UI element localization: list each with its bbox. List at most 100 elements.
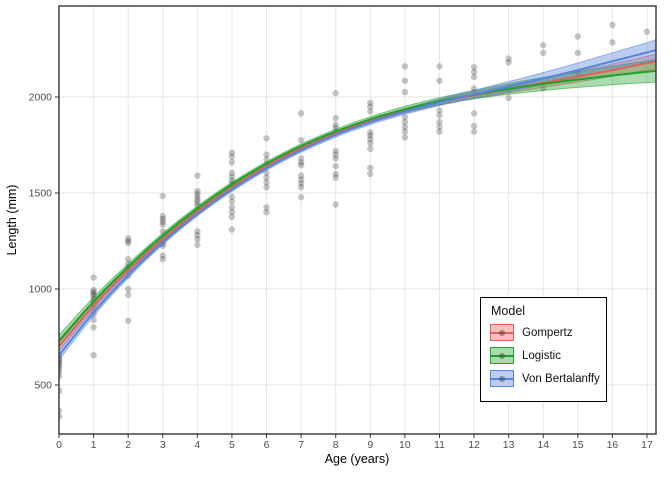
- data-point: [90, 288, 97, 296]
- data-point: [367, 108, 374, 115]
- data-point: [436, 63, 443, 70]
- data-point: [401, 89, 409, 96]
- data-point: [505, 59, 512, 66]
- data-point: [90, 286, 97, 294]
- data-point: [59, 373, 63, 380]
- data-point: [609, 39, 616, 46]
- data-point: [367, 139, 374, 147]
- data-point: [228, 213, 236, 221]
- data-point: [540, 49, 547, 56]
- data-point: [643, 28, 651, 35]
- data-point: [59, 369, 63, 376]
- data-point: [470, 122, 478, 129]
- legend-label: Von Bertalanffy: [522, 372, 600, 385]
- data-point: [228, 159, 236, 166]
- x-tick-label: 15: [572, 439, 584, 451]
- data-point: [228, 169, 236, 176]
- data-point: [228, 193, 236, 200]
- data-point: [367, 99, 374, 107]
- data-point: [436, 123, 443, 130]
- curve-logistic: [59, 69, 656, 342]
- data-point: [401, 134, 409, 141]
- data-point: [332, 155, 339, 162]
- data-point: [367, 129, 374, 136]
- data-point: [159, 215, 166, 223]
- data-point: [90, 274, 97, 281]
- data-point: [228, 204, 236, 211]
- data-point: [297, 172, 305, 179]
- x-tick-label: 2: [125, 439, 131, 451]
- x-tick-label: 10: [399, 439, 411, 451]
- data-point: [90, 324, 97, 331]
- x-tick-label: 0: [56, 439, 62, 451]
- data-point: [263, 174, 270, 181]
- data-point: [332, 201, 339, 208]
- data-point: [263, 204, 270, 211]
- axis-tick-labels: 0 1 2 3 4 5 6 7 8 9 10 11 12 13 14 15 16 1750010001500200…: [29, 92, 653, 452]
- data-point: [401, 123, 409, 130]
- data-point: [470, 63, 478, 71]
- data-point: [332, 162, 339, 170]
- data-point: [367, 164, 374, 172]
- data-point: [194, 190, 201, 198]
- data-point: [297, 159, 305, 166]
- x-tick-label: 4: [194, 439, 200, 451]
- data-point: [332, 174, 339, 181]
- data-point: [194, 187, 201, 195]
- data-point: [297, 110, 305, 117]
- x-tick-label: 5: [229, 439, 235, 451]
- data-point: [159, 212, 166, 220]
- data-point: [332, 147, 339, 154]
- data-point: [297, 180, 305, 187]
- data-point: [367, 170, 374, 177]
- data-point: [263, 209, 270, 216]
- data-point: [436, 107, 443, 114]
- data-point: [90, 292, 97, 299]
- x-axis-title: Age (years): [325, 452, 390, 466]
- data-point: [332, 90, 339, 97]
- data-point: [367, 132, 374, 139]
- data-point: [401, 77, 409, 84]
- data-point: [332, 170, 339, 177]
- data-point: [59, 407, 63, 415]
- data-point: [194, 232, 201, 239]
- data-point: [159, 192, 166, 200]
- data-point: [263, 179, 270, 186]
- x-tick-label: 11: [434, 439, 445, 451]
- data-point: [297, 176, 305, 183]
- data-point: [367, 136, 374, 143]
- data-point: [470, 110, 478, 117]
- data-point: [470, 73, 478, 81]
- data-point: [59, 363, 63, 370]
- data-point: [263, 135, 270, 142]
- data-point: [297, 184, 305, 191]
- data-point: [297, 155, 305, 162]
- data-point: [470, 128, 478, 135]
- x-tick-label: 8: [333, 439, 339, 451]
- data-point: [436, 77, 443, 84]
- x-tick-label: 12: [468, 439, 480, 451]
- data-point: [228, 177, 236, 184]
- x-tick-label: 16: [607, 439, 619, 451]
- data-point: [263, 184, 270, 191]
- data-point: [228, 209, 236, 216]
- data-point: [228, 149, 236, 156]
- x-tick-label: 9: [367, 439, 373, 451]
- x-tick-label: 13: [503, 439, 515, 451]
- data-point: [125, 291, 132, 298]
- data-point: [159, 256, 166, 263]
- data-point: [194, 193, 201, 200]
- data-point: [505, 55, 512, 62]
- data-point: [194, 228, 201, 235]
- data-point: [228, 226, 236, 233]
- data-point: [574, 49, 581, 56]
- data-point: [194, 199, 201, 206]
- x-tick-label: 14: [537, 439, 549, 451]
- data-point: [367, 103, 374, 110]
- data-point: [194, 241, 201, 248]
- legend: Model Gompertz Logistic Von Bertalanffy: [480, 297, 607, 402]
- data-point: [59, 359, 63, 367]
- y-tick-label: 1500: [29, 188, 53, 200]
